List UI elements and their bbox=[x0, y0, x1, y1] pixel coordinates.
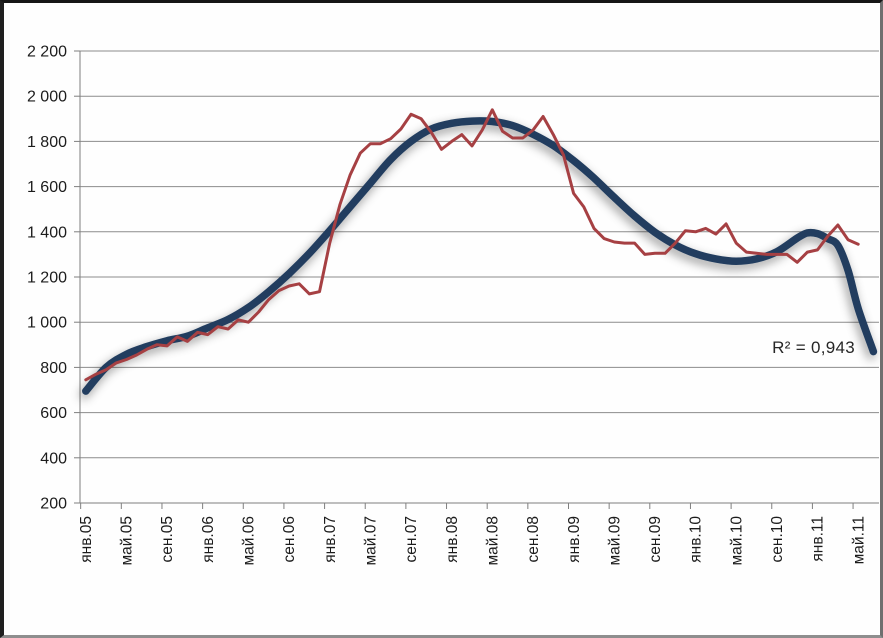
svg-text:янв.05: янв.05 bbox=[78, 516, 95, 563]
svg-text:май.06: май.06 bbox=[241, 516, 258, 565]
svg-text:май.10: май.10 bbox=[728, 516, 745, 566]
y-axis-labels: 2 200 2 000 1 800 1 600 1 400 1 200 1 000 800 60… bbox=[27, 44, 67, 513]
chart-svg: 2 200 2 000 1 800 1 600 1 400 1 200 1 000 800 60… bbox=[27, 44, 879, 566]
svg-text:1 000: 1 000 bbox=[27, 315, 67, 332]
svg-text:сен.09: сен.09 bbox=[647, 516, 664, 562]
svg-text:янв.09: янв.09 bbox=[566, 516, 583, 563]
svg-text:сен.07: сен.07 bbox=[403, 516, 420, 562]
svg-text:2 200: 2 200 bbox=[27, 44, 67, 61]
r-squared-annotation: R² = 0,943 bbox=[772, 338, 855, 357]
svg-text:сен.05: сен.05 bbox=[159, 516, 176, 562]
svg-text:200: 200 bbox=[40, 496, 67, 513]
svg-text:600: 600 bbox=[40, 405, 67, 422]
svg-text:1 400: 1 400 bbox=[27, 224, 67, 241]
x-axis-ticks bbox=[80, 503, 854, 509]
svg-text:сен.08: сен.08 bbox=[525, 516, 542, 562]
axes bbox=[79, 51, 879, 504]
svg-text:янв.11: янв.11 bbox=[810, 516, 827, 562]
svg-text:май.11: май.11 bbox=[850, 516, 867, 564]
svg-text:май.09: май.09 bbox=[606, 516, 623, 565]
svg-text:1 200: 1 200 bbox=[27, 270, 67, 287]
svg-text:2 000: 2 000 bbox=[27, 89, 67, 106]
svg-text:800: 800 bbox=[40, 360, 67, 377]
svg-text:май.07: май.07 bbox=[363, 516, 380, 565]
svg-text:400: 400 bbox=[40, 450, 67, 467]
svg-text:май.05: май.05 bbox=[119, 516, 136, 565]
chart-plot-area: 2 200 2 000 1 800 1 600 1 400 1 200 1 000 800 60… bbox=[4, 3, 880, 635]
svg-text:сен.06: сен.06 bbox=[281, 516, 298, 562]
svg-text:янв.08: янв.08 bbox=[444, 516, 461, 563]
data-line bbox=[84, 108, 860, 382]
svg-text:сен.10: сен.10 bbox=[769, 516, 786, 563]
trend-line bbox=[82, 117, 878, 395]
svg-text:1 600: 1 600 bbox=[27, 179, 67, 196]
svg-text:янв.06: янв.06 bbox=[200, 516, 217, 563]
x-axis-labels: янв.05 май.05 сен.05 янв.06 май.06 сен.06 янв.… bbox=[78, 516, 867, 566]
svg-text:янв.07: янв.07 bbox=[322, 516, 339, 563]
y-axis-ticks bbox=[74, 50, 80, 504]
svg-text:янв.10: янв.10 bbox=[688, 516, 705, 563]
svg-text:1 800: 1 800 bbox=[27, 134, 67, 151]
svg-text:май.08: май.08 bbox=[484, 516, 501, 565]
